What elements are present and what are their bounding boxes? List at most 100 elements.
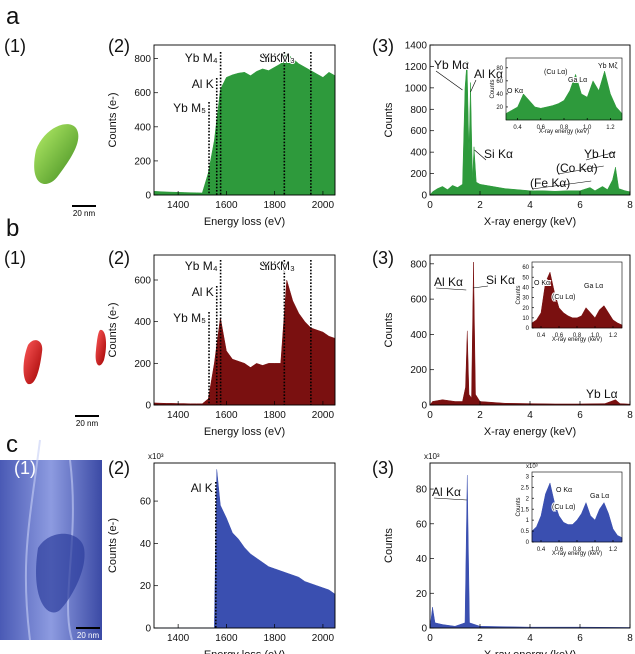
subpanel-label: (3): [372, 248, 394, 268]
axis-multiplier: x10³: [148, 452, 164, 461]
y-tick-label: 20: [496, 105, 503, 111]
y-tick-label: 1.5: [521, 507, 530, 513]
peak-label: O Kα: [556, 487, 572, 494]
x-tick-label: 1400: [167, 633, 190, 644]
y-axis-label: Counts: [383, 102, 395, 137]
y-tick-label: 3: [526, 474, 530, 480]
x-axis-label: X-ray energy (keV): [484, 649, 576, 654]
x-tick-label: 1400: [167, 410, 190, 421]
peak-label: O Kα: [534, 280, 550, 287]
y-tick-label: 80: [496, 66, 503, 72]
y-tick-label: 200: [134, 156, 151, 167]
y-axis-label: Counts: [516, 497, 522, 516]
y-tick-label: 1400: [405, 41, 428, 52]
y-tick-label: 0: [145, 401, 151, 412]
peak-label: Ga Lα: [584, 283, 603, 290]
edge-label: Yb M₅: [173, 311, 206, 325]
y-tick-label: 800: [134, 54, 151, 65]
x-tick-label: 8: [627, 633, 633, 644]
subpanel-label: (3): [372, 458, 394, 478]
x-tick-label: 1.2: [606, 125, 615, 131]
inset-chart: 0.40.60.81.01.220406080X-ray energy (keV…: [490, 58, 622, 135]
figure: a(1)(2)(3)b(1)(2)(3)c(1)(2)(3)20 nm20 nm…: [0, 0, 635, 654]
subpanel-label: (1): [4, 36, 26, 56]
edge-label: Al K: [192, 285, 214, 299]
x-axis-label: X-ray energy (keV): [484, 426, 576, 438]
x-axis-label: Energy loss (eV): [204, 649, 285, 654]
inset-chart: 0.40.60.81.01.20102030405060X-ray energy…: [516, 262, 622, 343]
y-axis-label: Counts (e-): [107, 302, 119, 357]
x-tick-label: 6: [577, 410, 583, 421]
y-tick-label: 0: [526, 540, 530, 546]
y-tick-label: 600: [134, 276, 151, 287]
x-tick-label: 1400: [167, 200, 190, 211]
x-tick-label: 2000: [312, 410, 335, 421]
panel-letter: b: [6, 215, 19, 242]
x-tick-label: 6: [577, 200, 583, 211]
leader-line: [473, 286, 488, 288]
x-tick-label: 6: [577, 633, 583, 644]
subpanel-label: (1): [14, 458, 36, 478]
x-axis-label: Energy loss (eV): [204, 426, 285, 438]
y-tick-label: 1000: [405, 83, 428, 94]
rendering-b1: [24, 340, 43, 384]
x-tick-label: 0: [427, 200, 433, 211]
y-axis-label: Counts: [516, 285, 522, 304]
x-tick-label: 1800: [264, 200, 287, 211]
y-tick-label: 800: [410, 105, 427, 116]
y-tick-label: 20: [522, 306, 529, 312]
peak-label: (Cu Lα): [544, 69, 568, 76]
x-tick-label: 4: [527, 633, 533, 644]
x-tick-label: 2: [477, 200, 483, 211]
edge-label: Yb M₅: [173, 101, 206, 115]
panel-letter: c: [6, 431, 18, 458]
peak-label: (Fe Kα): [530, 176, 570, 190]
y-tick-label: 60: [496, 79, 503, 85]
peak-label: Yb Lα: [584, 147, 616, 161]
peak-label: Si Kα: [486, 273, 515, 287]
y-tick-label: 30: [522, 296, 529, 302]
x-tick-label: 1600: [215, 410, 238, 421]
x-tick-label: 8: [627, 410, 633, 421]
edge-label: Yb M₃: [262, 51, 295, 65]
spectrum-area: [154, 280, 335, 405]
spectrum-area: [154, 54, 335, 195]
x-tick-label: 0: [427, 410, 433, 421]
y-tick-label: 400: [410, 330, 427, 341]
subpanel-label: (2): [108, 36, 130, 56]
axis-multiplier: x10³: [424, 452, 440, 461]
scale-bar-label: 20 nm: [73, 209, 96, 218]
x-tick-label: 0.4: [537, 547, 546, 553]
y-axis-label: Counts: [490, 79, 496, 98]
x-tick-label: 4: [527, 200, 533, 211]
rendering-b2: [96, 330, 106, 366]
x-tick-label: 2: [477, 410, 483, 421]
y-tick-label: 40: [140, 539, 152, 550]
y-tick-label: 200: [410, 169, 427, 180]
x-tick-label: 2000: [312, 200, 335, 211]
x-tick-label: 1.2: [609, 547, 618, 553]
chart: 14001600180020000204060Energy loss (eV)C…: [107, 452, 335, 654]
y-tick-label: 1200: [405, 62, 428, 73]
leader-line: [471, 80, 477, 92]
subpanel-label: (3): [372, 36, 394, 56]
peak-label: (Cu Lα): [552, 504, 576, 511]
rendering-a: [34, 124, 78, 184]
x-tick-label: 0: [427, 633, 433, 644]
y-tick-label: 0.5: [521, 529, 530, 535]
edge-label: Yb M₃: [262, 259, 295, 273]
y-tick-label: 40: [522, 285, 529, 291]
edge-label: Al K: [191, 481, 213, 495]
y-tick-label: 0: [421, 624, 427, 635]
y-tick-label: 50: [522, 275, 529, 281]
inset-chart: 0.40.60.81.01.200.511.522.53X-ray energy…: [516, 464, 622, 557]
x-tick-label: 2: [477, 633, 483, 644]
y-tick-label: 60: [140, 497, 152, 508]
x-axis-label: Energy loss (eV): [204, 216, 285, 228]
x-tick-label: 1800: [264, 410, 287, 421]
peak-label: Yb Lα: [586, 387, 618, 401]
scale-bar-label: 20 nm: [77, 631, 100, 640]
peak-label: Al Kα: [432, 485, 461, 499]
